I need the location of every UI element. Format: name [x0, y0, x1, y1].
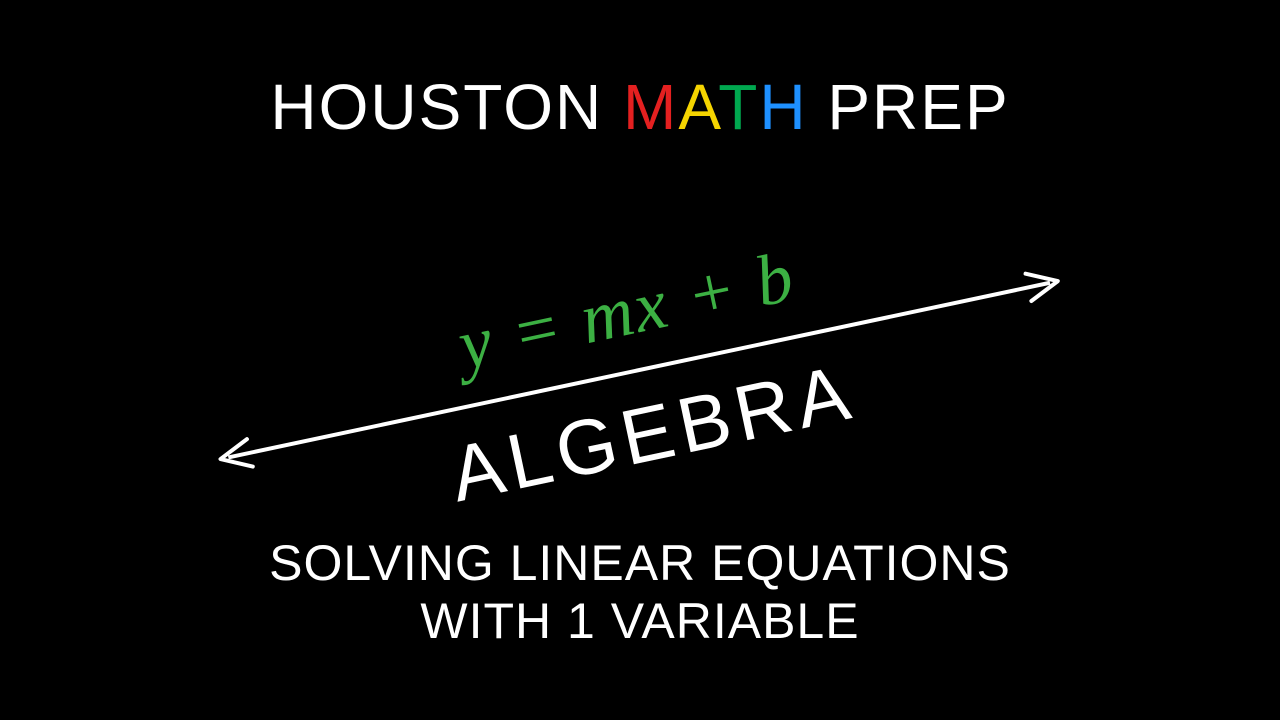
- brand-letter-h: H: [759, 71, 807, 143]
- subtitle: SOLVING LINEAR EQUATIONS WITH 1 VARIABLE: [0, 535, 1280, 650]
- brand-letter-m: M: [623, 71, 678, 143]
- brand-letter-t: T: [718, 71, 759, 143]
- brand-word-prep: PREP: [808, 71, 1010, 143]
- subtitle-line-1: SOLVING LINEAR EQUATIONS: [269, 535, 1011, 591]
- brand-letter-a: A: [678, 71, 718, 143]
- brand-word-houston: HOUSTON: [270, 71, 623, 143]
- center-diagram: y = mx + b ALGEBRA: [178, 177, 1102, 571]
- subtitle-line-2: WITH 1 VARIABLE: [420, 593, 859, 649]
- brand-title: HOUSTON MATH PREP: [0, 70, 1280, 144]
